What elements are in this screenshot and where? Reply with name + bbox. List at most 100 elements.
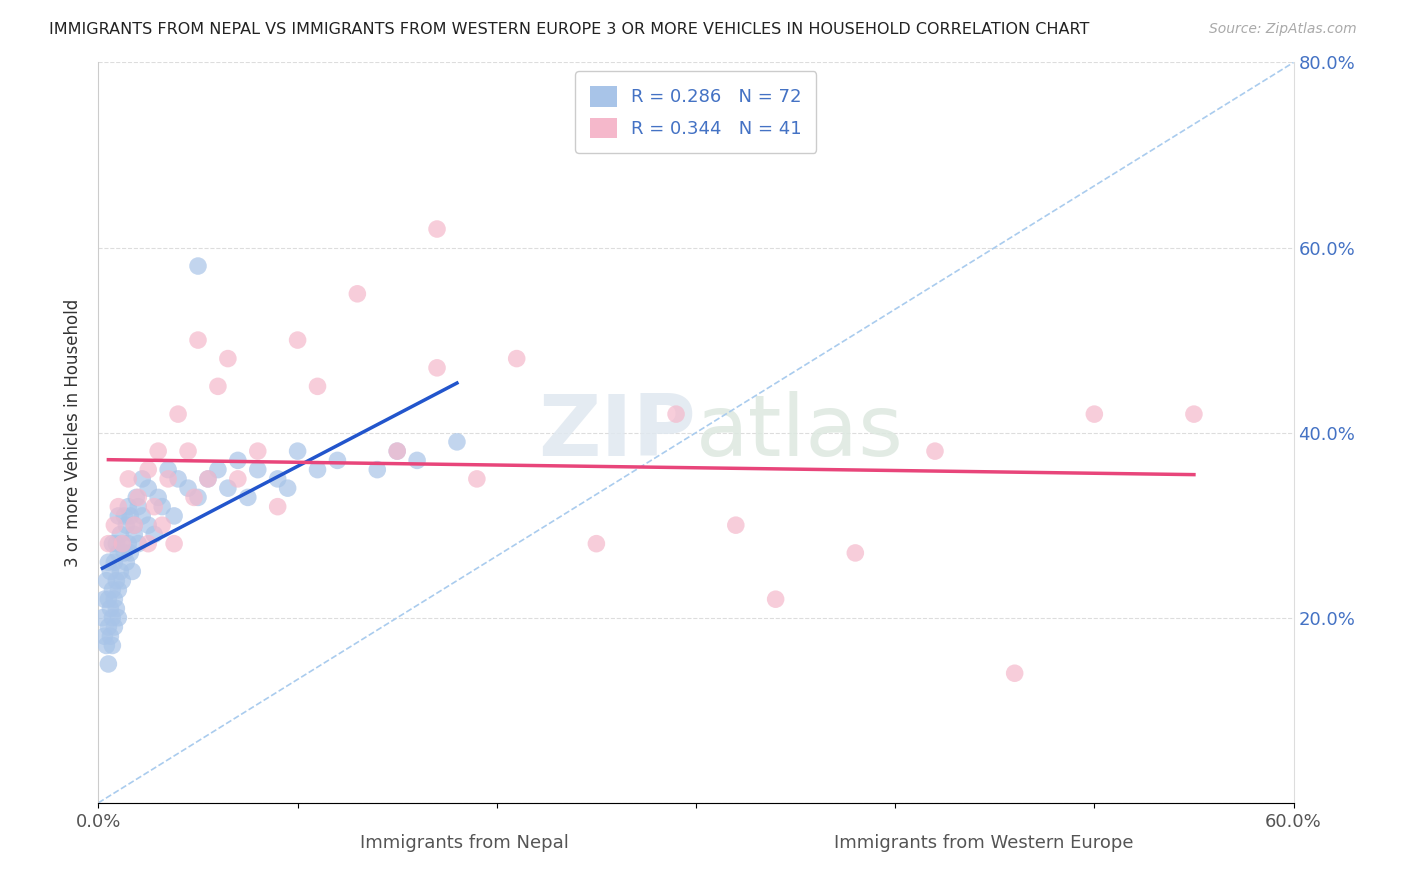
- Point: [226, 472, 249, 486]
- Point: [112, 546, 135, 560]
- Point: [307, 462, 329, 476]
- Point: [131, 472, 153, 486]
- Point: [167, 472, 190, 486]
- Point: [103, 518, 125, 533]
- Point: [385, 444, 409, 458]
- Point: [267, 472, 290, 486]
- Point: [246, 444, 269, 458]
- Point: [93, 629, 115, 643]
- Point: [143, 500, 166, 514]
- Point: [107, 610, 129, 624]
- Point: [97, 592, 120, 607]
- Point: [724, 518, 747, 533]
- Point: [183, 491, 205, 505]
- Point: [236, 491, 259, 505]
- Point: [267, 500, 290, 514]
- Point: [136, 462, 159, 476]
- Point: [127, 500, 149, 514]
- Point: [136, 481, 159, 495]
- Point: [101, 582, 124, 597]
- Point: [187, 259, 209, 273]
- Point: [187, 333, 209, 347]
- Point: [136, 536, 159, 550]
- Point: [197, 472, 219, 486]
- Point: [98, 565, 122, 579]
- Point: [277, 481, 299, 495]
- Point: [924, 444, 946, 458]
- Point: [93, 592, 115, 607]
- Point: [844, 546, 866, 560]
- Legend: R = 0.286   N = 72, R = 0.344   N = 41: R = 0.286 N = 72, R = 0.344 N = 41: [575, 71, 817, 153]
- Point: [117, 472, 139, 486]
- Text: ZIP: ZIP: [538, 391, 696, 475]
- Point: [287, 444, 309, 458]
- Point: [177, 444, 200, 458]
- Point: [120, 508, 142, 523]
- Point: [97, 657, 120, 671]
- Point: [246, 462, 269, 476]
- Point: [197, 472, 219, 486]
- Point: [115, 518, 138, 533]
- Point: [163, 536, 186, 550]
- Point: [112, 508, 135, 523]
- Point: [131, 508, 153, 523]
- Point: [150, 518, 173, 533]
- Point: [97, 536, 120, 550]
- Point: [91, 610, 114, 624]
- Point: [115, 555, 138, 569]
- Point: [287, 333, 309, 347]
- Point: [426, 222, 449, 236]
- Point: [406, 453, 429, 467]
- Text: Source: ZipAtlas.com: Source: ZipAtlas.com: [1209, 22, 1357, 37]
- Text: Immigrants from Nepal: Immigrants from Nepal: [360, 834, 568, 852]
- Point: [96, 639, 118, 653]
- Text: Immigrants from Western Europe: Immigrants from Western Europe: [834, 834, 1135, 852]
- Point: [127, 491, 149, 505]
- Point: [98, 629, 122, 643]
- Text: IMMIGRANTS FROM NEPAL VS IMMIGRANTS FROM WESTERN EUROPE 3 OR MORE VEHICLES IN HO: IMMIGRANTS FROM NEPAL VS IMMIGRANTS FROM…: [49, 22, 1090, 37]
- Point: [217, 351, 239, 366]
- Point: [111, 574, 134, 588]
- Point: [1083, 407, 1105, 421]
- Point: [117, 536, 139, 550]
- Point: [105, 574, 128, 588]
- Point: [121, 565, 143, 579]
- Point: [177, 481, 200, 495]
- Point: [107, 582, 129, 597]
- Point: [217, 481, 239, 495]
- Point: [97, 620, 120, 634]
- Point: [585, 536, 607, 550]
- Point: [105, 601, 128, 615]
- Point: [366, 462, 388, 476]
- Point: [105, 536, 128, 550]
- Point: [127, 536, 149, 550]
- Point: [101, 639, 124, 653]
- Point: [163, 508, 186, 523]
- Point: [446, 434, 468, 449]
- Point: [465, 472, 488, 486]
- Point: [96, 574, 118, 588]
- Point: [346, 286, 368, 301]
- Point: [665, 407, 688, 421]
- Point: [111, 536, 134, 550]
- Point: [426, 360, 449, 375]
- Point: [307, 379, 329, 393]
- Point: [111, 536, 134, 550]
- Point: [1004, 666, 1026, 681]
- Point: [148, 444, 170, 458]
- Point: [157, 462, 180, 476]
- Point: [506, 351, 529, 366]
- Point: [117, 500, 139, 514]
- Point: [167, 407, 190, 421]
- Point: [326, 453, 349, 467]
- Point: [101, 536, 124, 550]
- Point: [124, 518, 146, 533]
- Point: [157, 472, 180, 486]
- Point: [124, 527, 146, 541]
- Point: [124, 518, 146, 533]
- Point: [103, 555, 125, 569]
- Point: [187, 491, 209, 505]
- Point: [103, 592, 125, 607]
- Y-axis label: 3 or more Vehicles in Household: 3 or more Vehicles in Household: [65, 299, 83, 566]
- Point: [207, 462, 229, 476]
